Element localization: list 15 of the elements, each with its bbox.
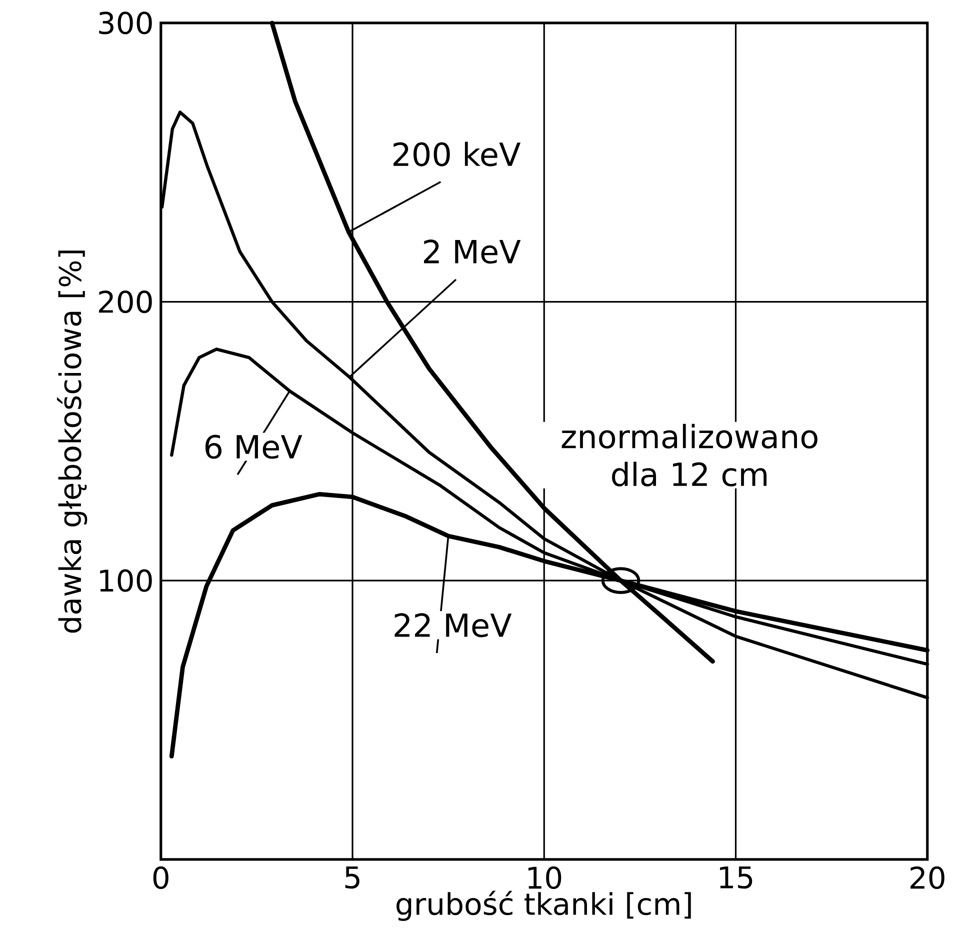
y-tick-label: 200 bbox=[99, 290, 152, 313]
text: 200 keV bbox=[394, 142, 521, 166]
annotation: znormalizowano dla 12 cm bbox=[562, 424, 818, 486]
x-tick-label: 0 bbox=[153, 866, 168, 889]
series-label: 6 MeV bbox=[205, 434, 302, 459]
series-label: 22 MeV bbox=[394, 612, 512, 638]
y-axis-title: dawka głębokościowa [%] bbox=[56, 250, 88, 632]
x-tick-label: 20 bbox=[910, 866, 944, 889]
y-tick-label: 100 bbox=[100, 569, 152, 592]
legend-label: 2 MeV bbox=[424, 239, 521, 264]
x-tick-label: 10 bbox=[528, 866, 562, 889]
y-tick-label: 300 bbox=[99, 12, 152, 34]
x-axis-title: grubość tkanki [cm] bbox=[396, 890, 691, 921]
x-tick-label: 15 bbox=[720, 866, 752, 888]
x-tick-label: 5 bbox=[345, 866, 360, 888]
